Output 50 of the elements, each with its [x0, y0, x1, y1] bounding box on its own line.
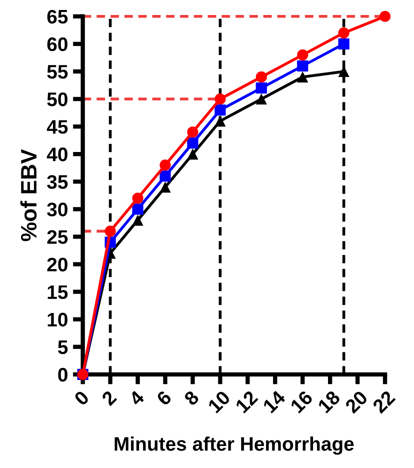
x-tick-label: 8	[183, 390, 200, 406]
y-tick-label: 0	[58, 368, 68, 382]
y-tick-label: 45	[46, 120, 68, 134]
point	[338, 27, 350, 38]
point	[214, 104, 226, 116]
y-tick-label: 20	[47, 258, 68, 272]
y-tick-label: 35	[47, 175, 68, 189]
y-tick-label: 10	[48, 312, 68, 327]
x-tick-label: 6	[156, 390, 172, 406]
point	[256, 71, 267, 83]
point	[297, 60, 308, 72]
y-tick-label: 65	[47, 10, 68, 24]
y-tick-label: 5	[58, 340, 68, 354]
y-tick-label: 25	[47, 230, 68, 244]
y-axis-title: %of EBV	[20, 149, 37, 242]
point	[214, 93, 226, 105]
point	[132, 192, 144, 204]
point	[160, 160, 171, 171]
point	[187, 148, 198, 160]
point	[160, 182, 171, 193]
x-tick-label: 22	[372, 390, 396, 414]
point	[132, 214, 144, 226]
point	[160, 170, 171, 182]
x-tick-label: 14	[262, 390, 286, 414]
point	[104, 226, 116, 237]
point	[256, 93, 267, 105]
x-tick-label: 4	[128, 390, 146, 406]
x-tick-label: 16	[290, 390, 314, 414]
y-tick-label: 60	[47, 37, 68, 52]
x-tick-label: 0	[73, 390, 90, 406]
point	[187, 138, 198, 149]
y-tick-label: 30	[47, 202, 68, 216]
point	[379, 10, 391, 22]
y-tick-label: 15	[48, 285, 68, 300]
point	[214, 115, 226, 127]
x-tick-label: 12	[234, 390, 258, 414]
point	[297, 49, 308, 60]
point	[187, 126, 198, 138]
x-tick-label: 20	[344, 390, 368, 414]
x-axis-title: Minutes after Hemorrhage	[114, 436, 354, 455]
x-tick-label: 18	[317, 390, 341, 414]
y-tick-label: 50	[47, 92, 68, 106]
y-tick-label: 40	[46, 148, 68, 162]
point	[338, 38, 350, 50]
x-tick-label: 10	[207, 390, 231, 414]
point	[297, 71, 308, 83]
y-tick-label: 55	[47, 65, 68, 79]
point	[256, 82, 267, 94]
x-tick-label: 2	[100, 390, 118, 406]
point	[132, 204, 144, 215]
